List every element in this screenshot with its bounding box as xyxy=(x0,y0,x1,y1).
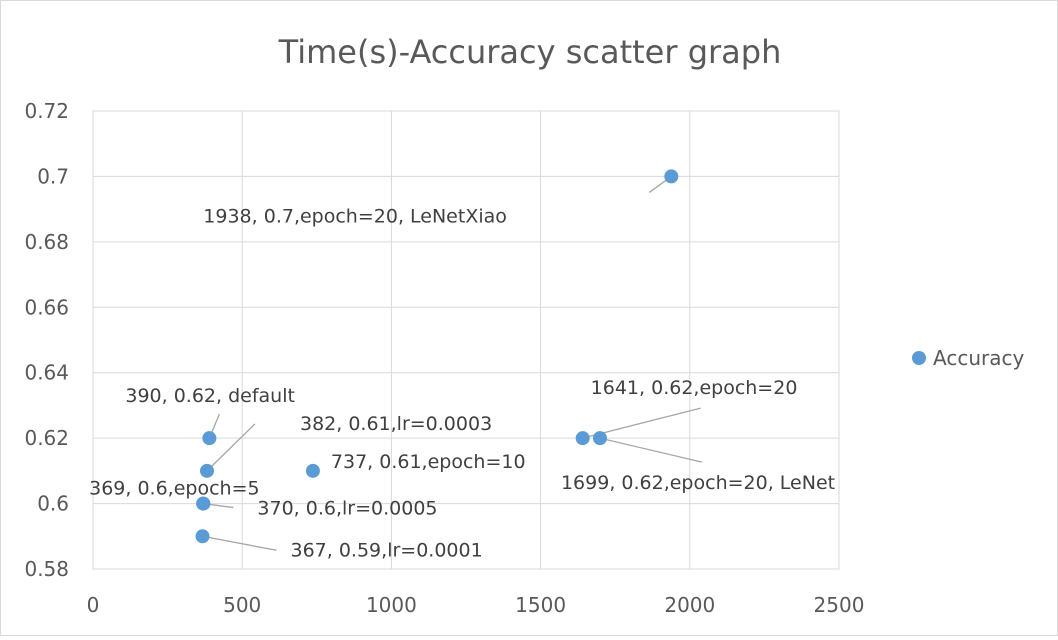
legend: Accuracy xyxy=(912,346,1024,370)
y-tick-label: 0.7 xyxy=(37,164,69,188)
y-axis-ticks: 0.58 0.6 0.62 0.64 0.66 0.68 0.7 0.72 xyxy=(24,99,69,581)
data-label: 382, 0.61,lr=0.0003 xyxy=(300,413,492,435)
data-point xyxy=(195,529,210,544)
data-point xyxy=(305,463,320,478)
data-points xyxy=(195,169,679,544)
x-tick-label: 1000 xyxy=(366,593,417,617)
gridlines xyxy=(92,110,840,570)
data-point xyxy=(196,496,211,511)
x-tick-label: 1500 xyxy=(515,593,566,617)
data-point xyxy=(592,431,607,446)
y-tick-label: 0.6 xyxy=(37,492,69,516)
data-label: 370, 0.6,lr=0.0005 xyxy=(257,498,437,520)
y-tick-label: 0.66 xyxy=(24,295,69,319)
y-tick-label: 0.72 xyxy=(24,99,69,123)
chart-title: Time(s)-Accuracy scatter graph xyxy=(278,33,782,71)
data-label: 1641, 0.62,epoch=20 xyxy=(591,377,798,399)
x-tick-label: 2500 xyxy=(814,593,865,617)
leader-line xyxy=(206,423,256,472)
data-label: 367, 0.59,lr=0.0001 xyxy=(291,539,483,561)
data-label: 737, 0.61,epoch=10 xyxy=(331,451,526,473)
data-point xyxy=(199,463,214,478)
data-label: 369, 0.6,epoch=5 xyxy=(89,478,259,500)
y-tick-label: 0.58 xyxy=(24,557,69,581)
data-point xyxy=(575,431,590,446)
label-leader-lines xyxy=(202,175,703,551)
data-label: 1699, 0.62,epoch=20, LeNet xyxy=(561,472,835,494)
x-tick-label: 0 xyxy=(87,593,100,617)
y-tick-label: 0.64 xyxy=(24,361,69,385)
leader-line xyxy=(202,535,277,551)
leader-line xyxy=(599,437,703,463)
y-tick-label: 0.68 xyxy=(24,230,69,254)
legend-label: Accuracy xyxy=(933,346,1024,370)
x-tick-label: 2000 xyxy=(664,593,715,617)
data-label: 390, 0.62, default xyxy=(125,385,295,407)
data-point xyxy=(202,431,217,446)
y-tick-label: 0.62 xyxy=(24,426,69,450)
legend-marker xyxy=(912,351,926,365)
data-point xyxy=(664,169,679,184)
x-axis-ticks: 0 500 1000 1500 2000 2500 xyxy=(87,593,865,617)
x-tick-label: 500 xyxy=(223,593,261,617)
data-label: 1938, 0.7,epoch=20, LeNetXiao xyxy=(203,205,507,227)
